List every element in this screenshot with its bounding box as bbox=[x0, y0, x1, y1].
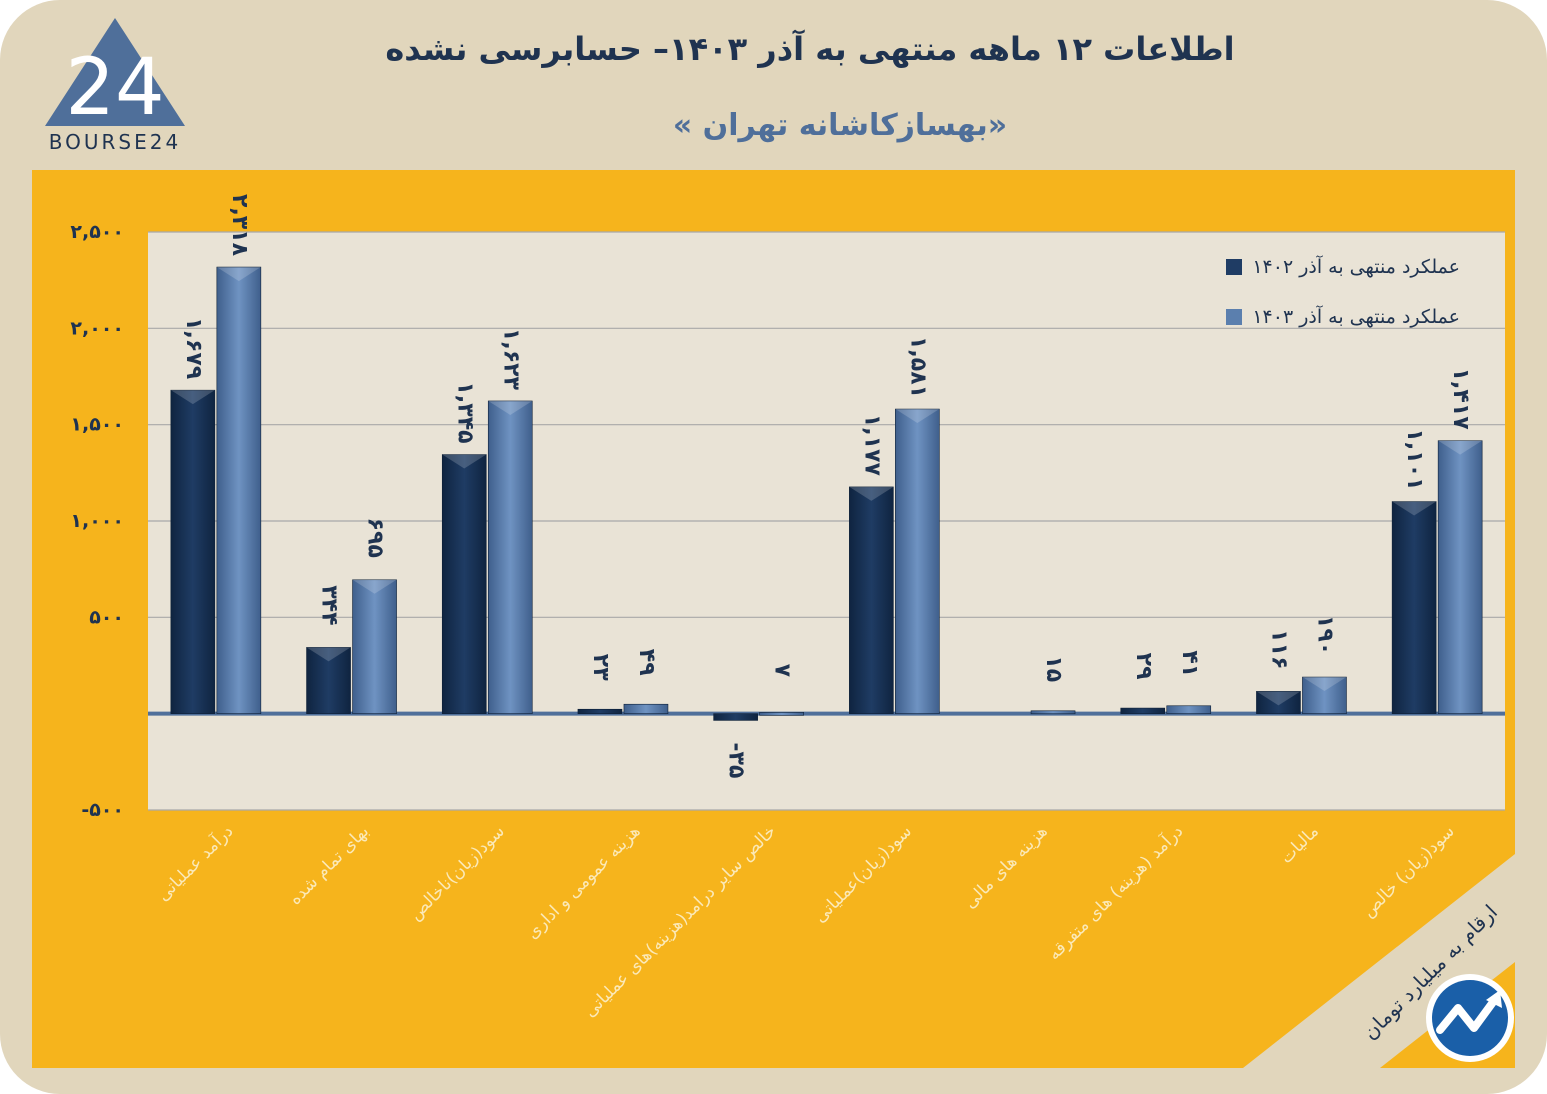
y-tick-label: ۵۰۰ bbox=[89, 606, 124, 628]
legend-label-1403: عملکرد منتهی به آذر ۱۴۰۳ bbox=[1252, 306, 1460, 328]
data-label: ۱۱۶ bbox=[1266, 629, 1291, 669]
data-label: ۶۹۵ bbox=[363, 518, 388, 558]
data-label: ۴۱ bbox=[1177, 650, 1202, 677]
data-label: ۱,۱۷۷ bbox=[859, 414, 884, 477]
data-label: ۲۹ bbox=[1131, 653, 1156, 680]
data-label: ۱,۵۸۱ bbox=[905, 336, 930, 398]
data-label: ۱۹۰ bbox=[1312, 615, 1337, 655]
bar-series2 bbox=[1030, 710, 1076, 715]
x-category-label: درآمد عملیاتی bbox=[152, 820, 237, 905]
bar-series1 bbox=[306, 647, 351, 714]
x-category-label: هزینه های مالی bbox=[960, 821, 1051, 912]
bar-bevel bbox=[1302, 677, 1347, 692]
legend-swatch-1403 bbox=[1226, 309, 1243, 325]
x-category-label: هزینه عمومی و اداری bbox=[523, 821, 645, 943]
bar-bevel bbox=[352, 579, 397, 594]
data-label: ۱,۱۰۱ bbox=[1402, 429, 1427, 491]
bar-series1 bbox=[1391, 501, 1437, 714]
data-label: ۳۴۴ bbox=[317, 585, 342, 625]
legend-swatch-1402 bbox=[1226, 259, 1243, 275]
data-label: ۱,۶۷۹ bbox=[181, 317, 206, 379]
bar-series2 bbox=[216, 266, 262, 714]
bar-series2 bbox=[759, 712, 804, 716]
bar-bevel bbox=[1438, 440, 1483, 455]
bar-bevel bbox=[895, 409, 940, 424]
legend: عملکرد منتهی به آذر ۱۴۰۲ عملکرد منتهی به… bbox=[1160, 242, 1460, 342]
bar-bevel bbox=[849, 486, 894, 501]
bar-series1 bbox=[1120, 707, 1166, 714]
y-tick-label: ۲,۵۰۰ bbox=[70, 221, 124, 243]
data-label: -۳۵ bbox=[724, 742, 749, 778]
x-category-label: سود(زیان)ناخالص bbox=[405, 821, 508, 924]
legend-item-1402: عملکرد منتهی به آذر ۱۴۰۲ bbox=[1160, 242, 1460, 292]
trend-badge-icon bbox=[1426, 974, 1514, 1062]
y-tick-label: ۲,۰۰۰ bbox=[70, 317, 124, 339]
bar-series2 bbox=[1166, 705, 1212, 714]
page-subtitle: «بهسازکاشانه تهران » bbox=[672, 108, 1008, 143]
bar-bevel bbox=[216, 267, 261, 282]
data-label: ۲۳ bbox=[588, 654, 613, 681]
y-tick-label: ۱,۵۰۰ bbox=[70, 414, 124, 436]
data-label: ۱,۶۲۳ bbox=[498, 328, 523, 391]
bar-bevel bbox=[442, 454, 487, 469]
legend-label-1402: عملکرد منتهی به آذر ۱۴۰۲ bbox=[1252, 256, 1460, 278]
data-label: ۱,۳۴۵ bbox=[452, 381, 477, 443]
bar-series2 bbox=[895, 408, 940, 714]
data-label: ۱,۴۱۷ bbox=[1448, 368, 1473, 431]
bar-series2 bbox=[1302, 676, 1347, 714]
bar-series1 bbox=[170, 389, 216, 714]
bar-series1 bbox=[849, 486, 894, 714]
bourse24-logo-icon: 24 bbox=[45, 18, 185, 133]
bar-series1 bbox=[1256, 691, 1301, 714]
legend-item-1403: عملکرد منتهی به آذر ۱۴۰۳ bbox=[1160, 292, 1460, 342]
data-label: ۲,۳۱۸ bbox=[227, 194, 252, 257]
bar-bevel bbox=[1256, 691, 1301, 706]
bar-bevel bbox=[306, 647, 351, 662]
data-label: ۱۵ bbox=[1041, 655, 1066, 682]
bar-series1 bbox=[441, 454, 487, 714]
bar-series1 bbox=[713, 713, 758, 721]
bar-series2 bbox=[352, 579, 397, 714]
bar-series2 bbox=[487, 400, 533, 714]
bar-series2 bbox=[1437, 440, 1483, 714]
data-label: ۴۹ bbox=[634, 649, 659, 676]
x-category-label: بهای تمام شده bbox=[285, 821, 373, 909]
y-tick-label: -۵۰۰ bbox=[81, 799, 124, 821]
logo-text: BOURSE24 bbox=[48, 130, 182, 154]
bar-series1 bbox=[577, 708, 623, 714]
x-category-label: درآمد (هزینه) های متفرقه bbox=[1043, 820, 1187, 964]
bar-bevel bbox=[1392, 501, 1437, 516]
x-category-label: سود(زیان)عملیاتی bbox=[810, 821, 916, 927]
page-title: اطلاعات ۱۲ ماهه منتهی به آذر ۱۴۰۳– حسابر… bbox=[385, 30, 1235, 68]
bar-bevel bbox=[488, 400, 533, 415]
logo-mark: 24 bbox=[65, 43, 164, 133]
bar-series2 bbox=[623, 703, 669, 714]
x-category-label: سود(زیان) خالص bbox=[1359, 821, 1459, 921]
data-label: ۷ bbox=[770, 664, 795, 678]
x-category-label: مالیات bbox=[1276, 821, 1323, 868]
bar-bevel bbox=[170, 390, 215, 405]
y-tick-label: ۱,۰۰۰ bbox=[70, 510, 124, 532]
